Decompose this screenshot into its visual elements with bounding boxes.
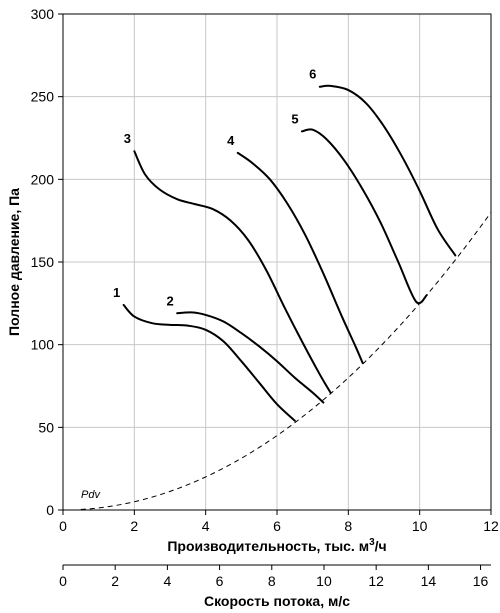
curve-label-5: 5 [291, 111, 298, 126]
x-tick-label: 12 [483, 518, 499, 534]
y-tick-label: 50 [38, 419, 54, 435]
fan-curve-6 [318, 84, 457, 257]
fan-curve-1 [122, 303, 296, 422]
x-axis-title-main: Производительность, тыс. м [167, 538, 369, 554]
x-tick-label: 6 [273, 518, 281, 534]
x-axis-title-sup: 3 [369, 537, 375, 548]
curve-label-4: 4 [227, 133, 235, 148]
x-tick-label: 8 [344, 518, 352, 534]
velocity-axis-title: Скорость потока, м/с [204, 593, 350, 609]
y-tick-label: 250 [31, 89, 55, 105]
curve-labels: 1 2 3 4 5 6 [113, 67, 316, 309]
curve-label-2: 2 [167, 293, 174, 308]
y-axis-title: Полное давление, Па [6, 188, 22, 336]
curve-label-6: 6 [309, 67, 316, 82]
curve-label-3: 3 [124, 131, 131, 146]
y-tick-label: 200 [31, 171, 55, 187]
x-tick-label: 2 [130, 518, 138, 534]
grid [63, 14, 491, 510]
fan-curve-3 [133, 150, 332, 394]
velocity-tick-label: 4 [163, 573, 171, 589]
velocity-tick-label: 14 [421, 573, 437, 589]
x-tick-label: 0 [59, 518, 67, 534]
x-tick-label: 4 [202, 518, 210, 534]
x-axis-title-tail: /ч [375, 538, 387, 554]
velocity-axis: 0 2 4 6 8 10 12 14 16 [59, 564, 491, 589]
velocity-tick-label: 8 [268, 573, 276, 589]
x-tick-label: 10 [412, 518, 428, 534]
velocity-tick-label: 12 [368, 573, 384, 589]
y-tick-label: 300 [31, 6, 55, 22]
y-axis-ticks: 0 50 100 150 200 250 300 [31, 6, 63, 518]
velocity-tick-label: 6 [216, 573, 224, 589]
curve-label-1: 1 [113, 285, 120, 300]
fan-curve-4 [236, 151, 364, 364]
velocity-tick-label: 10 [316, 573, 332, 589]
y-tick-label: 150 [31, 254, 55, 270]
pdv-label: Pdv [81, 489, 101, 501]
fan-curve-5 [300, 128, 428, 305]
y-tick-label: 0 [46, 502, 54, 518]
fan-curve-2 [176, 311, 325, 404]
series-group [122, 84, 457, 422]
velocity-tick-label: 0 [59, 573, 67, 589]
x-axis-ticks: 0 2 4 6 8 10 12 [59, 510, 499, 534]
velocity-tick-label: 16 [473, 573, 489, 589]
y-tick-label: 100 [31, 337, 55, 353]
velocity-tick-label: 2 [111, 573, 119, 589]
x-axis-title: Производительность, тыс. м3/ч [167, 537, 386, 554]
